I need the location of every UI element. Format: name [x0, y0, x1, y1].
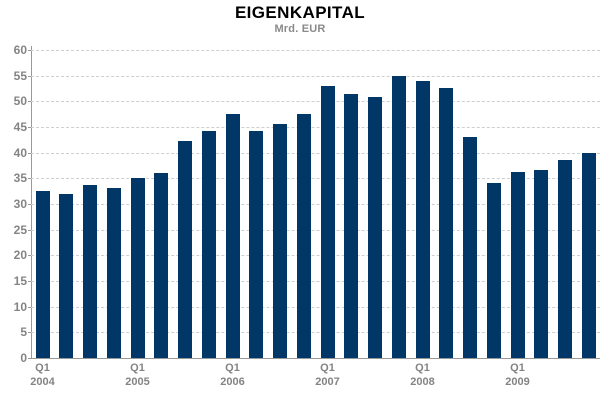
chart-title: EIGENKAPITAL [234, 3, 366, 22]
y-tick-60 [28, 50, 31, 51]
y-tick-20 [28, 255, 31, 257]
bar-q2-2008 [439, 88, 454, 358]
x-tick-year-2008: 2008 [410, 376, 435, 388]
y-tick-label-20: 20 [13, 248, 27, 263]
bar-q3-2006 [273, 124, 287, 358]
x-tick-year-2006: 2006 [220, 376, 245, 388]
x-tick-year-2009: 2009 [505, 376, 530, 388]
gridline-y-20 [31, 255, 600, 257]
x-tick-quarter-2004: Q1 [35, 362, 50, 374]
y-tick-label-15: 15 [13, 274, 27, 288]
bar-q1-2008 [415, 81, 430, 358]
x-tick-quarter-2005: Q1 [130, 362, 145, 374]
gridline-y-40 [31, 152, 600, 154]
plot-area [28, 46, 600, 359]
y-tick-label-0: 0 [20, 351, 27, 365]
x-tick-quarter-2009: Q1 [510, 362, 525, 374]
y-tick-25 [28, 229, 31, 231]
x-tick-quarter-2006: Q1 [225, 362, 240, 374]
y-tick-0 [28, 358, 31, 359]
bar-q1-2007 [320, 85, 335, 358]
y-tick-30 [28, 204, 31, 205]
y-tick-label-25: 25 [13, 222, 27, 237]
bar-q2-2006 [249, 130, 264, 358]
bar-q3-2004 [83, 184, 97, 358]
gridline-y-50 [31, 101, 600, 103]
gridline-y-10 [31, 306, 600, 308]
bar-q4-2006 [296, 113, 311, 358]
x-tick-quarter-2008: Q1 [415, 362, 430, 374]
gridline-y-25 [31, 229, 600, 231]
bar-q4-2005 [201, 131, 216, 358]
y-tick-50 [28, 101, 31, 103]
y-tick-55 [28, 75, 31, 77]
y-tick-label-5: 5 [20, 325, 27, 340]
bar-q1-2005 [130, 178, 145, 358]
y-tick-15 [28, 281, 31, 282]
bar-q4-2008 [486, 182, 501, 358]
gridline-y-45 [31, 127, 600, 128]
bar-q4-2009 [581, 152, 596, 358]
x-tick-year-2005: 2005 [125, 376, 150, 388]
bar-q2-2007 [344, 93, 359, 358]
x-axis-line [31, 358, 600, 359]
y-tick-45 [28, 127, 31, 128]
x-tick-year-2004: 2004 [30, 376, 55, 388]
bar-q2-2004 [59, 194, 74, 358]
x-tick-quarter-2007: Q1 [320, 362, 335, 374]
gridline-y-15 [31, 281, 600, 282]
y-tick-label-45: 45 [13, 120, 27, 134]
y-tick-label-30: 30 [13, 197, 27, 211]
y-tick-label-40: 40 [13, 145, 27, 160]
gridline-y-60 [31, 50, 600, 51]
bar-q4-2004 [106, 188, 121, 358]
gridline-y-5 [31, 332, 600, 334]
y-tick-5 [28, 332, 31, 334]
bar-q1-2004 [35, 191, 50, 358]
bar-q3-2007 [368, 96, 382, 358]
gridline-y-35 [31, 178, 600, 180]
y-tick-label-50: 50 [13, 94, 27, 109]
bar-q3-2005 [178, 140, 192, 358]
bar-q4-2007 [391, 75, 406, 358]
y-tick-label-55: 55 [13, 68, 27, 83]
bar-q3-2009 [558, 159, 572, 358]
x-tick-year-2007: 2007 [315, 376, 340, 388]
y-tick-label-60: 60 [13, 43, 27, 57]
y-axis-line [31, 46, 32, 358]
bar-q1-2009 [510, 172, 525, 358]
y-tick-10 [28, 306, 31, 308]
bar-q2-2005 [154, 172, 169, 358]
y-tick-label-10: 10 [13, 299, 27, 314]
chart-subtitle: Mrd. EUR [274, 23, 326, 35]
y-tick-35 [28, 178, 31, 180]
bar-q2-2009 [534, 169, 549, 358]
bar-q1-2006 [225, 113, 240, 358]
bar-q3-2008 [463, 136, 477, 358]
y-tick-40 [28, 152, 31, 154]
gridline-y-30 [31, 204, 600, 205]
y-tick-label-35: 35 [13, 171, 27, 186]
gridline-y-55 [31, 75, 600, 77]
